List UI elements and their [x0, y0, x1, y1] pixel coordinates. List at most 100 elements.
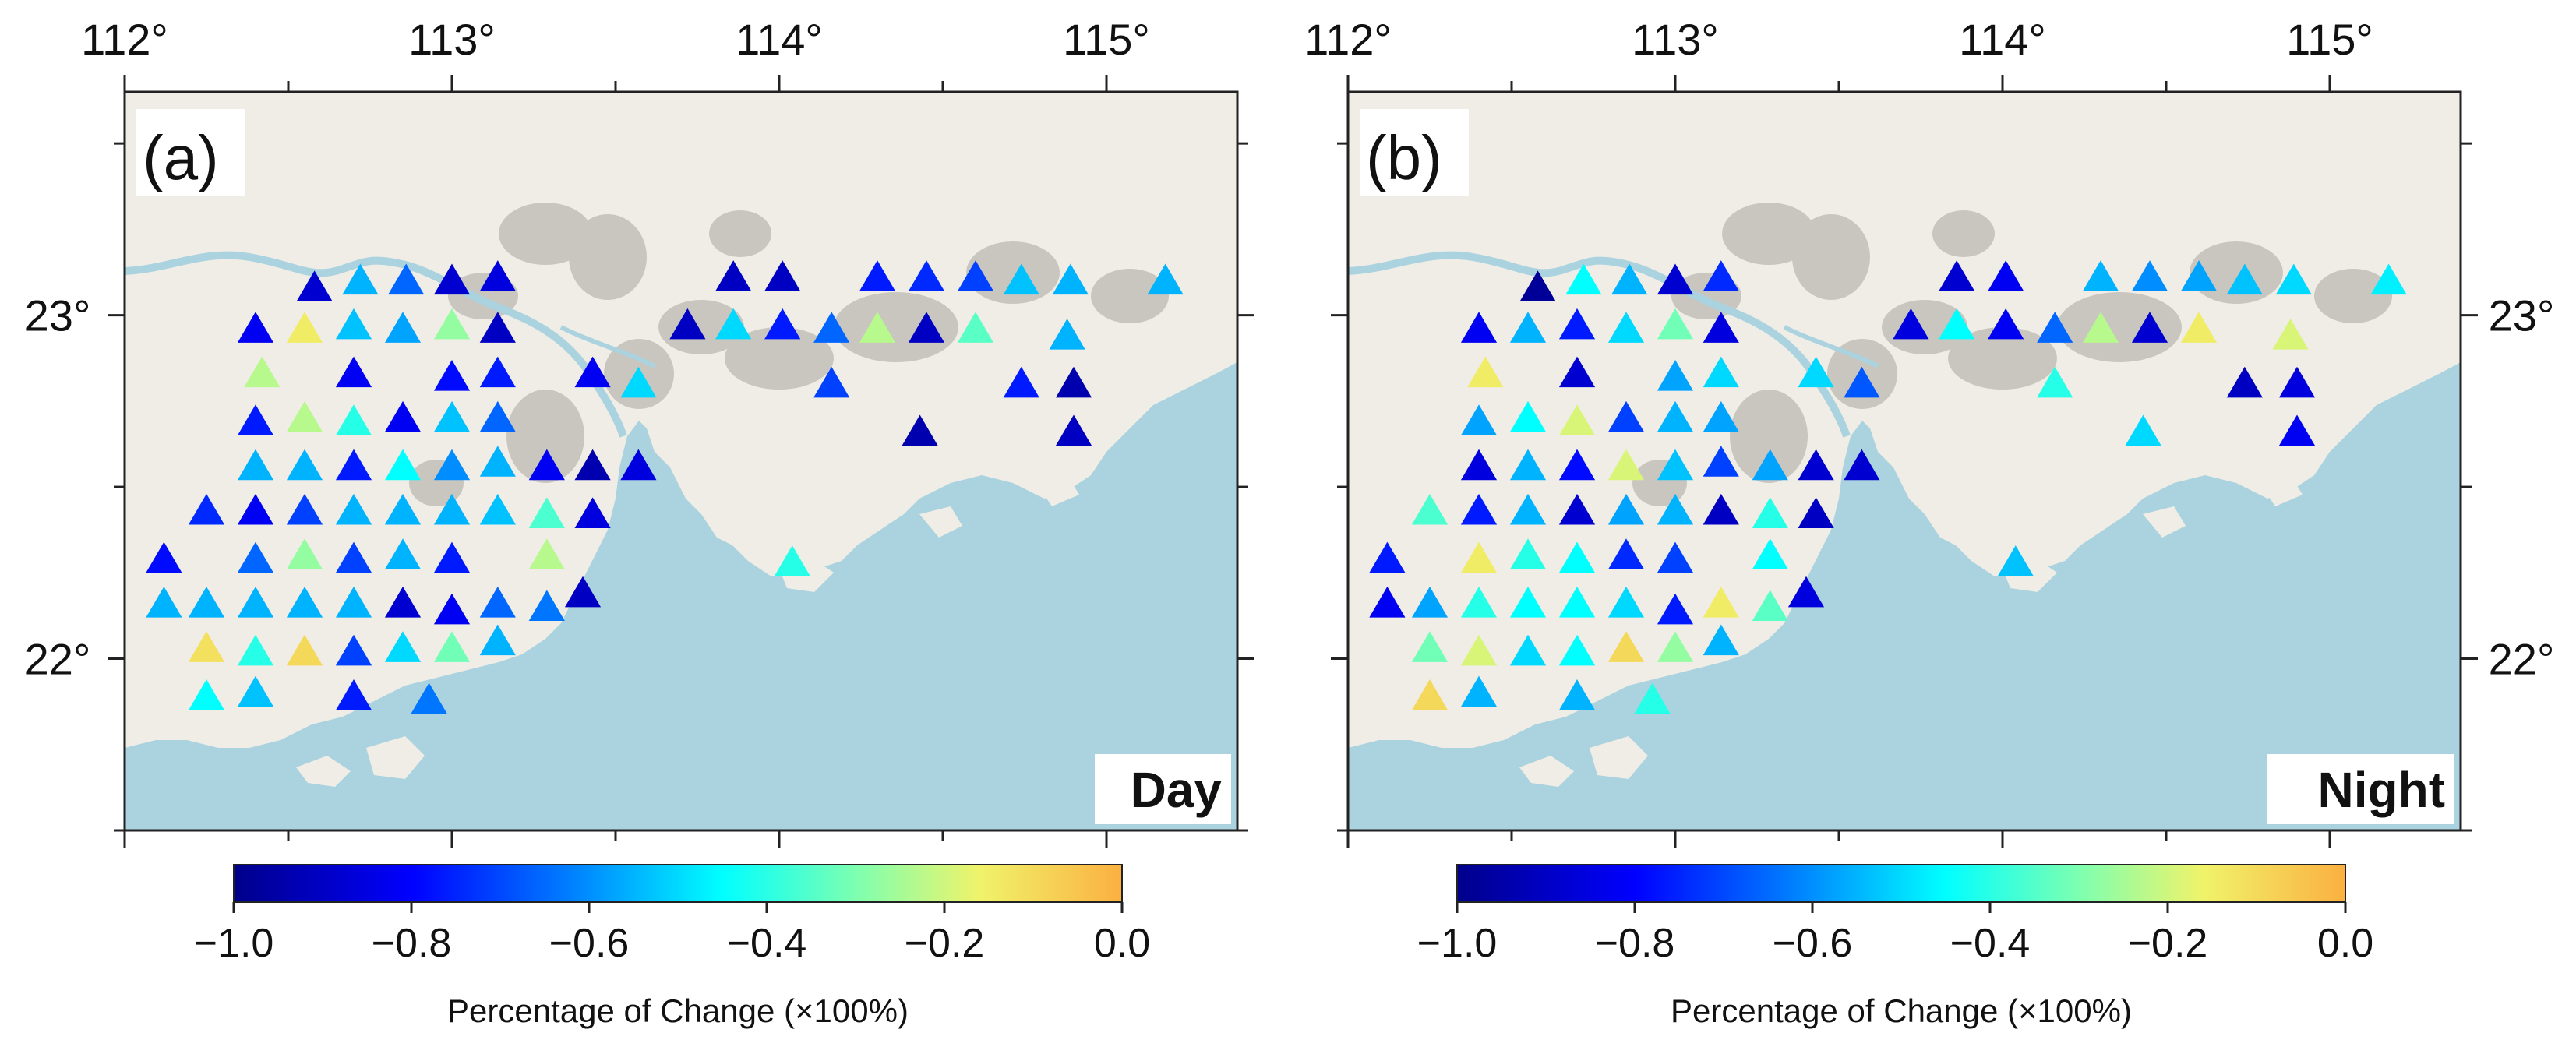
station-marker — [237, 586, 274, 618]
station-marker — [335, 493, 372, 525]
urban-patch — [1882, 300, 1967, 354]
station-marker — [2278, 366, 2316, 398]
station-marker — [286, 538, 323, 569]
station-marker — [902, 414, 938, 446]
colorbar-label: Percentage of Change (×100%) — [1671, 992, 2132, 1029]
station-marker — [286, 449, 323, 481]
station-marker — [1460, 586, 1498, 618]
station-marker — [2370, 263, 2407, 295]
station-marker — [384, 538, 422, 569]
station-marker — [433, 631, 471, 662]
period-label: Day — [1131, 762, 1223, 818]
station-marker — [146, 586, 182, 618]
lon-label: 113° — [1632, 15, 1719, 64]
station-marker — [411, 682, 447, 714]
station-marker — [433, 449, 471, 481]
station-marker — [384, 312, 422, 343]
station-marker — [479, 493, 516, 525]
urban-patch — [2314, 269, 2392, 323]
station-marker — [388, 263, 425, 295]
station-marker — [1369, 586, 1406, 618]
urban-patch — [1948, 327, 2057, 390]
colorbar-tick-label: −1.0 — [1417, 921, 1498, 966]
station-marker — [1703, 624, 1739, 656]
island — [2143, 506, 2186, 538]
station-marker — [1844, 449, 1880, 481]
station-marker — [1411, 493, 1449, 525]
map-frame — [1346, 90, 2462, 832]
station-marker — [1634, 682, 1671, 714]
colorbar-tick-label: −0.2 — [905, 921, 985, 966]
station-marker — [813, 366, 850, 398]
station-marker — [2180, 312, 2218, 343]
station-marker — [188, 586, 225, 618]
station-marker — [335, 308, 372, 340]
colorbar-tick-label: 0.0 — [2317, 921, 2373, 966]
station-marker — [574, 449, 611, 481]
station-marker — [237, 449, 274, 481]
station-marker — [1997, 545, 2034, 576]
station-marker — [1558, 634, 1596, 666]
island — [1590, 736, 1648, 779]
station-marker — [188, 493, 225, 525]
station-marker — [1703, 400, 1739, 432]
station-marker — [335, 586, 372, 618]
station-marker — [620, 449, 657, 481]
panel-night: 112° 113° 114° 115° 22° 23° (b) Night −1.0 −0… — [1304, 15, 2554, 1029]
station-marker — [1509, 312, 1547, 343]
station-marker — [1988, 308, 2024, 340]
river — [559, 325, 656, 368]
station-marker — [433, 359, 471, 391]
station-marker — [1509, 586, 1547, 618]
station-marker — [1787, 576, 1825, 608]
colorbar-gradient — [1456, 864, 2346, 903]
urban-patch — [499, 203, 592, 265]
urban-patch — [1792, 214, 1870, 300]
station-marker — [715, 260, 752, 291]
station-marker — [1703, 356, 1739, 388]
station-marker — [1509, 449, 1547, 481]
urban-patch — [1730, 390, 1808, 483]
map-frame — [123, 90, 1239, 832]
station-marker — [1703, 312, 1739, 343]
lon-label: 114° — [736, 15, 823, 64]
station-marker — [1003, 263, 1039, 295]
station-marker — [1657, 263, 1694, 295]
station-marker — [1893, 308, 1929, 340]
island — [919, 506, 962, 538]
island — [1519, 756, 1574, 787]
lon-label: 114° — [1959, 15, 2046, 64]
lat-labels: 22° 23° — [2489, 291, 2555, 684]
colorbar-ticks: −1.0 −0.8 −0.6 −0.4 −0.2 0.0 — [1417, 902, 2373, 966]
station-marker — [384, 493, 422, 525]
station-marker — [1798, 497, 1834, 528]
urban-patch — [1722, 203, 1816, 265]
station-marker — [1611, 263, 1648, 295]
station-marker — [1607, 538, 1645, 569]
urban-patch — [834, 292, 958, 362]
station-marker — [564, 576, 602, 608]
station-marker — [1411, 586, 1449, 618]
station-marker — [1052, 263, 1089, 295]
station-marker — [335, 356, 372, 388]
station-marker — [244, 356, 281, 388]
station-marker — [1844, 366, 1880, 398]
lon-label: 113° — [408, 15, 496, 64]
station-marker — [774, 545, 810, 576]
station-marker — [384, 449, 422, 481]
station-marker — [342, 263, 379, 295]
colorbar-tick-label: −0.4 — [1950, 921, 2031, 966]
station-marker — [237, 493, 274, 525]
station-marker — [1558, 586, 1596, 618]
colorbar-tick-label: −0.8 — [1595, 921, 1675, 966]
island — [366, 736, 425, 779]
station-marker — [479, 586, 516, 618]
river — [1348, 251, 1851, 438]
station-marker — [2037, 312, 2073, 343]
station-marker — [1607, 493, 1645, 525]
station-marker — [764, 260, 801, 291]
urban-areas — [1632, 203, 2392, 506]
colorbar-tick-label: 0.0 — [1094, 921, 1150, 966]
station-marker — [1558, 493, 1596, 525]
